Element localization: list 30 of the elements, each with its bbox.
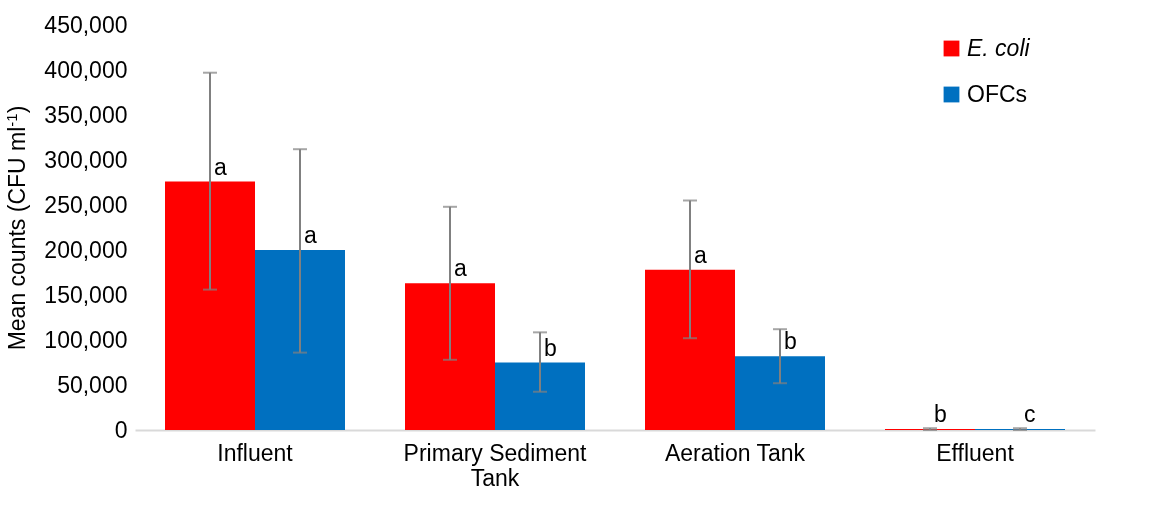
y-tick-label: 350,000 <box>44 101 128 128</box>
y-tick-label: 200,000 <box>44 236 128 263</box>
bar <box>255 250 345 430</box>
bar <box>645 269 735 430</box>
x-tick-label: Aeration Tank <box>664 439 806 466</box>
bar <box>165 181 255 430</box>
annotation: b <box>934 401 947 428</box>
y-tick-label: 50,000 <box>57 371 128 398</box>
annotation: c <box>1024 401 1036 428</box>
y-tick-label: 100,000 <box>44 326 128 353</box>
legend-label: OFCs <box>967 80 1028 107</box>
annotation: a <box>454 255 467 282</box>
y-tick-label: 250,000 <box>44 191 128 218</box>
annotation: b <box>784 328 797 355</box>
annotation: a <box>214 153 227 180</box>
bar <box>495 362 585 430</box>
y-tick-label: 0 <box>114 416 128 443</box>
annotation: a <box>304 222 317 248</box>
y-tick-label: 400,000 <box>44 56 128 83</box>
y-tick-label: 450,000 <box>44 11 128 38</box>
x-tick-label: Influent <box>217 439 294 466</box>
y-tick-label: 150,000 <box>44 281 128 308</box>
bar <box>405 283 495 430</box>
x-tick-label: Effluent <box>936 439 1015 466</box>
annotation: b <box>544 334 557 361</box>
legend-label: E. coli <box>967 34 1031 61</box>
bar <box>735 356 825 430</box>
x-tick-label: Primary Sediment Tank <box>403 439 587 491</box>
annotation: a <box>694 241 707 268</box>
y-tick-label: 300,000 <box>44 146 128 173</box>
